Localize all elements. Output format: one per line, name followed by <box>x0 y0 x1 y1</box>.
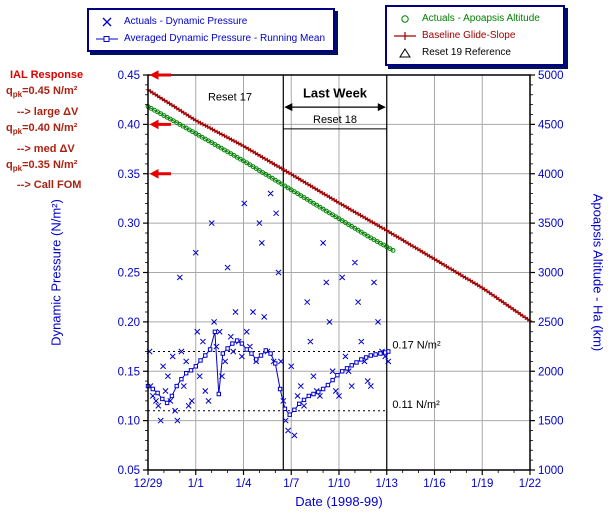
q-value: =0.40 N/m² <box>22 122 78 135</box>
last-week-label: Last Week <box>303 85 368 100</box>
plus-line-marker-icon <box>393 30 417 42</box>
y-left-tick-label: 0.10 <box>118 416 140 428</box>
x-tick-label: 1/19 <box>471 478 493 490</box>
square-line-marker-icon <box>95 33 119 45</box>
reference-line-label: 0.11 N/m² <box>392 399 440 411</box>
y-axis-right-title: Apoapsis Altitude - Ha (km) <box>590 193 606 352</box>
threshold-arrowhead <box>149 169 159 179</box>
reset-18-label: Reset 18 <box>313 114 357 126</box>
large-dv-label: --> large ΔV <box>17 105 79 118</box>
legend-item-baseline-glide-slope: Baseline Glide-Slope <box>393 27 557 44</box>
x-tick-label: 1/10 <box>328 478 350 490</box>
threshold-arrowhead <box>149 70 159 80</box>
y-right-tick-label: 4000 <box>538 169 564 181</box>
y-right-tick-label: 5000 <box>538 70 564 82</box>
y-right-tick-label: 2000 <box>538 366 564 378</box>
y-left-tick-label: 0.20 <box>118 317 140 329</box>
x-tick-label: 1/22 <box>519 478 541 490</box>
x-tick-label: 1/1 <box>188 478 204 490</box>
q-value: =0.45 N/m² <box>22 85 78 98</box>
q-subscript: pk <box>12 164 23 174</box>
legend-label: Averaged Dynamic Pressure - Running Mean <box>124 33 326 44</box>
legend-apoapsis: Actuals - Apoapsis Altitude Baseline Gli… <box>385 5 565 66</box>
call-fom-label: --> Call FOM <box>17 179 82 192</box>
y-right-tick-label: 3000 <box>538 268 564 280</box>
x-tick-label: 12/29 <box>134 478 163 490</box>
q-symbol: q <box>6 85 13 98</box>
y-left-tick-label: 0.05 <box>118 465 140 477</box>
q-subscript: pk <box>12 90 23 100</box>
legend-item-actuals-apoapsis: Actuals - Apoapsis Altitude <box>393 10 557 27</box>
q-symbol: q <box>6 122 13 135</box>
y-right-tick-label: 1500 <box>538 416 564 428</box>
legend-label: Reset 19 Reference <box>422 47 511 58</box>
legend-dynamic-pressure: Actuals - Dynamic Pressure Averaged Dyna… <box>87 8 335 52</box>
x-tick-label: 1/16 <box>423 478 445 490</box>
last-week-arrowhead-right <box>377 103 386 112</box>
legend-label: Baseline Glide-Slope <box>422 30 516 41</box>
q-subscript: pk <box>12 127 23 137</box>
q-symbol: q <box>6 158 13 171</box>
legend-label: Actuals - Apoapsis Altitude <box>422 13 540 24</box>
med-dv-label: --> med ΔV <box>17 142 75 155</box>
q-value: =0.35 N/m² <box>22 158 78 171</box>
reset-17-label: Reset 17 <box>208 92 252 104</box>
legend-item-reset-19-reference: Reset 19 Reference <box>393 44 557 61</box>
ial-response-title: IAL Response <box>10 69 84 81</box>
y-left-tick-label: 0.30 <box>118 218 140 230</box>
x-axis-title: Date (1998-99) <box>295 494 383 509</box>
y-left-tick-label: 0.25 <box>118 268 140 280</box>
y-left-tick-label: 0.45 <box>118 70 140 82</box>
x-tick-label: 1/7 <box>283 478 299 490</box>
legend-label: Actuals - Dynamic Pressure <box>124 16 248 27</box>
legend-item-running-mean: Averaged Dynamic Pressure - Running Mean <box>95 30 327 47</box>
qpk-040-label: qpk=0.40 N/m² <box>4 120 120 140</box>
last-week-arrowhead-left <box>284 103 293 112</box>
x-tick-label: 1/13 <box>376 478 398 490</box>
y-right-tick-label: 4500 <box>538 119 564 131</box>
ial-response-panel: IAL Response qpk=0.45 N/m² --> large ΔV … <box>4 67 120 194</box>
y-axis-left-title: Dynamic Pressure (N/m²) <box>48 199 64 346</box>
threshold-arrowhead <box>149 119 159 130</box>
reference-line-label: 0.17 N/m² <box>392 340 441 352</box>
y-left-tick-label: 0.40 <box>118 119 140 131</box>
y-right-tick-label: 2500 <box>538 317 564 329</box>
averaged-dynamic-pressure-running-mean-markers <box>145 329 391 417</box>
actuals-apoapsis-altitude-marker <box>390 248 396 253</box>
qpk-035-label: qpk=0.35 N/m² <box>4 157 120 177</box>
y-left-tick-label: 0.35 <box>118 169 140 181</box>
x-tick-label: 1/4 <box>236 478 253 490</box>
y-left-tick-label: 0.15 <box>118 366 140 378</box>
qpk-045-label: qpk=0.45 N/m² <box>4 83 120 103</box>
triangle-marker-icon <box>393 47 417 59</box>
x-marker-icon <box>95 16 119 28</box>
legend-item-actuals-dynamic-pressure: Actuals - Dynamic Pressure <box>95 13 327 30</box>
averaged-dynamic-pressure-running-mean-line <box>147 331 389 416</box>
y-right-tick-label: 3500 <box>538 218 564 230</box>
y-right-tick-label: 1000 <box>538 465 564 477</box>
circle-marker-icon <box>393 13 417 25</box>
